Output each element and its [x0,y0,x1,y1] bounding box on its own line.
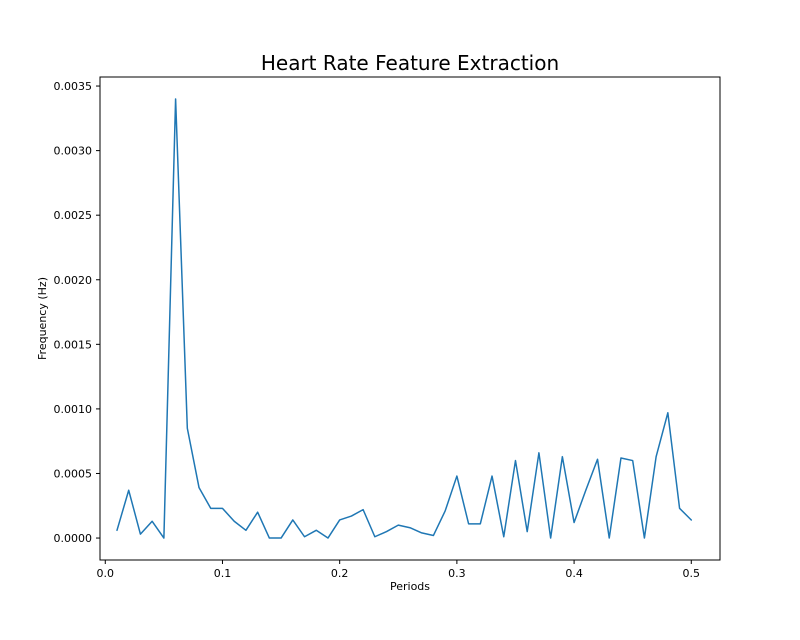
series-line [116,98,693,539]
x-axis-label: Periods [390,580,430,593]
x-tick-label: 0.1 [214,567,232,580]
series-layer [116,98,693,539]
plot-frame [99,76,721,561]
chart-title: Heart Rate Feature Extraction [261,51,559,75]
y-tick-label: 0.0025 [54,209,93,222]
x-tick-label: 0.4 [565,567,583,580]
x-tick-label: 0.2 [331,567,349,580]
y-tick-label: 0.0010 [54,403,93,416]
y-tick-label: 0.0000 [54,532,93,545]
y-tick-label: 0.0005 [54,467,93,480]
x-tick-label: 0.3 [448,567,466,580]
y-tick-label: 0.0035 [54,80,93,93]
y-tick-label: 0.0015 [54,338,93,351]
y-axis-label: Frequency (Hz) [36,277,49,360]
y-tick-label: 0.0020 [54,274,93,287]
y-axis: 0.0000 0.0005 0.0010 0.0015 0.0020 0.0025 0.00… [54,80,100,545]
y-tick-label: 0.0030 [54,145,93,158]
x-tick-label: 0.5 [683,567,701,580]
x-axis: 0.0 0.1 0.2 0.3 0.4 0.5 [97,560,701,580]
x-tick-label: 0.0 [97,567,115,580]
